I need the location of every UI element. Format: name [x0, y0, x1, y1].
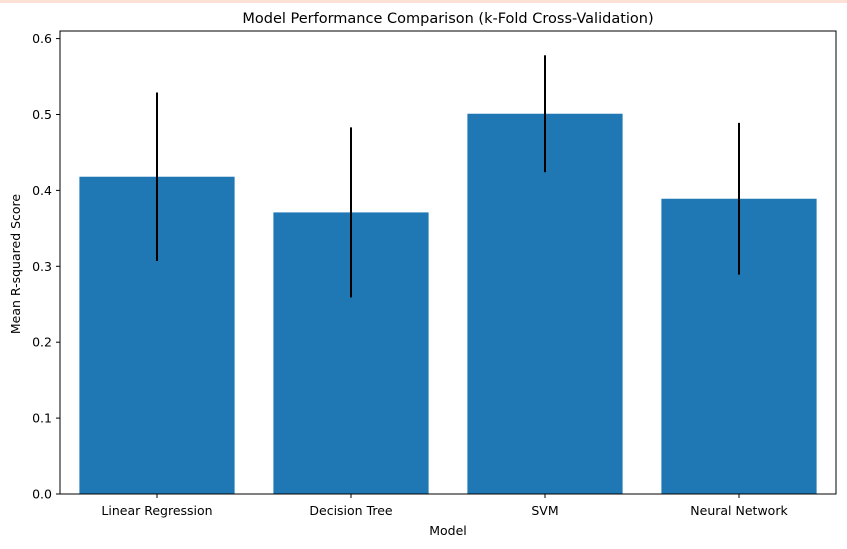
- plot-area: Linear Regression Decision Tree SVM Neural …: [32, 30, 837, 518]
- y-tick-label: 0.6: [32, 31, 52, 46]
- chart-title: Model Performance Comparison (k-Fold Cro…: [242, 11, 653, 27]
- y-tick-label: 0.2: [32, 335, 52, 350]
- y-tick-label: 0.3: [32, 259, 52, 274]
- bar: [467, 113, 623, 494]
- x-axis-label: Model: [429, 523, 467, 538]
- top-edge-strip: [0, 0, 847, 3]
- y-tick-label: 0.0: [32, 487, 52, 502]
- y-axis-label: Mean R-squared Score: [8, 194, 23, 335]
- x-tick-label: Neural Network: [690, 503, 788, 518]
- x-tick-label: Linear Regression: [101, 503, 212, 518]
- x-tick-label: SVM: [531, 503, 558, 518]
- y-tick-label: 0.5: [32, 107, 52, 122]
- x-tick-label: Decision Tree: [309, 503, 393, 518]
- y-tick-label: 0.1: [32, 411, 52, 426]
- plot-frame: [59, 30, 837, 495]
- y-tick-label: 0.4: [32, 183, 52, 198]
